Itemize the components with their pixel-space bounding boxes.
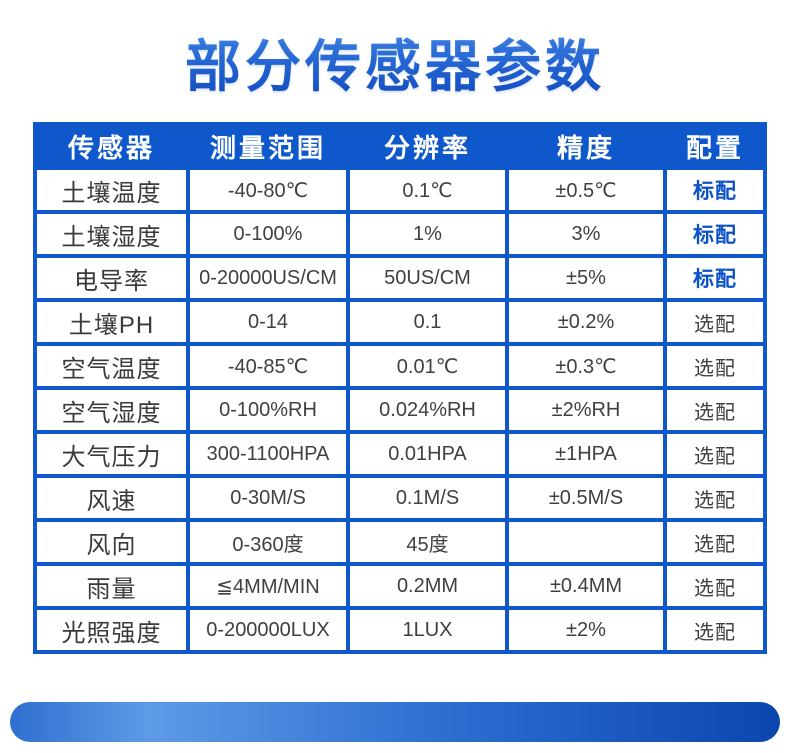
sensor-spec-table: 传感器 测量范围 分辨率 精度 配置 土壤温度 -40-80℃ 0.1℃ ±0.… [33, 122, 767, 654]
sensor-resolution: 1% [346, 210, 509, 258]
sensor-accuracy [505, 518, 667, 566]
sensor-resolution: 0.01HPA [346, 430, 509, 478]
column-header-config: 配置 [663, 122, 767, 170]
config-badge: 选配 [663, 298, 767, 346]
sensor-range: ≦4MM/MIN [186, 562, 350, 610]
table-row: 土壤PH 0-14 0.1 ±0.2% 选配 [33, 298, 767, 346]
sensor-resolution: 1LUX [346, 606, 509, 654]
table-row: 土壤温度 -40-80℃ 0.1℃ ±0.5℃ 标配 [33, 166, 767, 214]
sensor-resolution: 0.1M/S [346, 474, 509, 522]
table-row: 电导率 0-20000US/CM 50US/CM ±5% 标配 [33, 254, 767, 302]
sensor-range: 0-30M/S [186, 474, 350, 522]
sensor-range: -40-85℃ [186, 342, 350, 390]
page-title: 部分传感器参数 [0, 22, 790, 103]
sensor-resolution: 0.2MM [346, 562, 509, 610]
table-row: 土壤湿度 0-100% 1% 3% 标配 [33, 210, 767, 258]
sensor-range: 0-360度 [186, 518, 350, 566]
config-badge: 选配 [663, 342, 767, 390]
sensor-range: -40-80℃ [186, 166, 350, 214]
sensor-name: 土壤湿度 [33, 210, 190, 258]
sensor-resolution: 50US/CM [346, 254, 509, 302]
table-header-row: 传感器 测量范围 分辨率 精度 配置 [33, 122, 767, 170]
config-badge: 选配 [663, 518, 767, 566]
table-row: 大气压力 300-1100HPA 0.01HPA ±1HPA 选配 [33, 430, 767, 478]
sensor-resolution: 0.1℃ [346, 166, 509, 214]
table-row: 风速 0-30M/S 0.1M/S ±0.5M/S 选配 [33, 474, 767, 522]
sensor-name: 大气压力 [33, 430, 190, 478]
config-badge: 选配 [663, 430, 767, 478]
config-badge: 选配 [663, 474, 767, 522]
sensor-accuracy: ±2% [505, 606, 667, 654]
sensor-range: 0-100% [186, 210, 350, 258]
footer-divider-bar [10, 702, 780, 742]
config-badge: 标配 [663, 210, 767, 258]
sensor-range: 0-200000LUX [186, 606, 350, 654]
sensor-accuracy: ±2%RH [505, 386, 667, 434]
sensor-name: 雨量 [33, 562, 190, 610]
sensor-resolution: 0.1 [346, 298, 509, 346]
sensor-accuracy: ±0.4MM [505, 562, 667, 610]
table-row: 空气温度 -40-85℃ 0.01℃ ±0.3℃ 选配 [33, 342, 767, 390]
sensor-accuracy: ±1HPA [505, 430, 667, 478]
config-badge: 选配 [663, 562, 767, 610]
sensor-name: 光照强度 [33, 606, 190, 654]
sensor-range: 0-14 [186, 298, 350, 346]
sensor-name: 空气湿度 [33, 386, 190, 434]
sensor-accuracy: ±0.5M/S [505, 474, 667, 522]
column-header-accuracy: 精度 [505, 122, 667, 170]
table-row: 风向 0-360度 45度 选配 [33, 518, 767, 566]
sensor-name: 空气温度 [33, 342, 190, 390]
sensor-accuracy: ±0.2% [505, 298, 667, 346]
config-badge: 选配 [663, 386, 767, 434]
table-row: 光照强度 0-200000LUX 1LUX ±2% 选配 [33, 606, 767, 654]
sensor-name: 土壤温度 [33, 166, 190, 214]
sensor-accuracy: ±0.3℃ [505, 342, 667, 390]
sensor-accuracy: ±0.5℃ [505, 166, 667, 214]
column-header-resolution: 分辨率 [346, 122, 509, 170]
config-badge: 标配 [663, 166, 767, 214]
sensor-name: 电导率 [33, 254, 190, 302]
sensor-resolution: 0.024%RH [346, 386, 509, 434]
sensor-accuracy: 3% [505, 210, 667, 258]
column-header-range: 测量范围 [186, 122, 350, 170]
config-badge: 标配 [663, 254, 767, 302]
sensor-resolution: 45度 [346, 518, 509, 566]
table-row: 雨量 ≦4MM/MIN 0.2MM ±0.4MM 选配 [33, 562, 767, 610]
sensor-range: 300-1100HPA [186, 430, 350, 478]
column-header-sensor: 传感器 [33, 122, 190, 170]
sensor-resolution: 0.01℃ [346, 342, 509, 390]
sensor-range: 0-20000US/CM [186, 254, 350, 302]
sensor-range: 0-100%RH [186, 386, 350, 434]
table-row: 空气湿度 0-100%RH 0.024%RH ±2%RH 选配 [33, 386, 767, 434]
sensor-name: 土壤PH [33, 298, 190, 346]
sensor-name: 风速 [33, 474, 190, 522]
config-badge: 选配 [663, 606, 767, 654]
sensor-accuracy: ±5% [505, 254, 667, 302]
sensor-name: 风向 [33, 518, 190, 566]
